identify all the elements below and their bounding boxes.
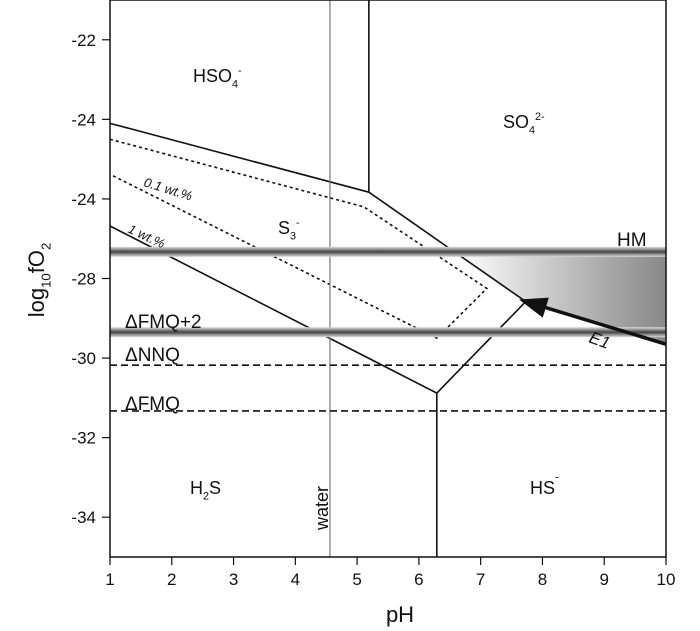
boundary-line [109, 122, 527, 303]
band-line [110, 327, 666, 338]
region-label-part: 2- [535, 111, 545, 123]
line-label: HM [617, 230, 647, 251]
line-label: ΔFMQ+2 [125, 312, 202, 333]
region-label: HS- [530, 472, 559, 499]
region-label: H2S [190, 478, 221, 502]
y-tick-label: -24 [71, 110, 96, 129]
region-label-part: HS [530, 478, 555, 498]
region-label: SO42- [503, 111, 545, 136]
region-label-part: HSO [193, 66, 232, 86]
x-tick-label: 6 [414, 570, 423, 589]
arrow-line [519, 297, 667, 346]
boundary-line [109, 138, 489, 340]
region-label-part: 3 [290, 230, 296, 242]
x-tick-label: 9 [599, 570, 608, 589]
region-label-part: 4 [529, 124, 535, 136]
y-tick-label: -30 [71, 349, 96, 368]
region-label: S3- [278, 217, 300, 243]
region-label: HSO4- [193, 65, 242, 91]
band-line [110, 246, 666, 257]
y-axis-label-part: log [24, 288, 49, 317]
y-tick-label: -22 [71, 31, 96, 50]
x-tick-label: 5 [352, 570, 361, 589]
region-label-part: H [190, 478, 203, 498]
line-label: water [312, 486, 332, 531]
region-label-part: 2 [203, 490, 209, 502]
plot [109, 0, 667, 557]
shaded-region [455, 253, 666, 346]
y-tick-label: -34 [71, 508, 96, 527]
y-axis-label-part: 10 [39, 273, 54, 288]
x-tick-label: 10 [657, 570, 676, 589]
region-label-part: S [209, 478, 221, 498]
line-label: ΔNNQ [125, 345, 180, 366]
region-label-part: - [555, 472, 559, 484]
x-tick-label: 4 [291, 570, 300, 589]
x-axis-label: pH [386, 602, 414, 627]
x-tick-label: 8 [538, 570, 547, 589]
x-tick-label: 2 [167, 570, 176, 589]
line-label: 0.1 wt.% [142, 175, 194, 204]
y-tick-label: -24 [71, 190, 96, 209]
line-label: ΔFMQ [125, 394, 180, 415]
region-label-part: 4 [232, 78, 238, 90]
x-tick-label: 7 [476, 570, 485, 589]
x-tick-label: 3 [229, 570, 238, 589]
y-axis-label-part: fO [24, 250, 49, 273]
y-tick-label: -28 [71, 270, 96, 289]
x-tick-label: 1 [105, 570, 114, 589]
y-axis-label-part: 2 [39, 243, 54, 250]
y-axis-label: log10fO2 [24, 243, 54, 318]
region-label-part: - [296, 217, 300, 229]
region-label-part: - [238, 65, 242, 77]
region-label-part: S [278, 218, 290, 238]
line-label: 1 wt.% [126, 221, 168, 251]
region-label-part: SO [503, 112, 529, 132]
y-tick-label: -32 [71, 429, 96, 448]
